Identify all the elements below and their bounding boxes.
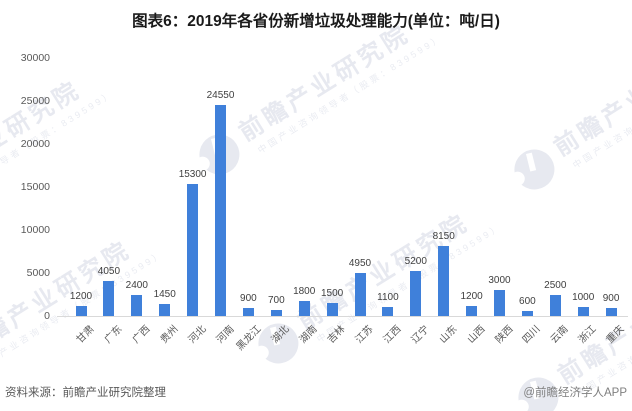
x-axis-tick-label: 甘肃 [74,323,97,346]
x-axis-tick-label: 黑龙江 [235,323,264,353]
x-axis-tick-label: 江苏 [353,323,376,346]
x-axis-tick-label: 贵州 [158,323,181,346]
bar-云南 [549,294,561,316]
bar-甘肃 [75,305,87,316]
bar-value-label: 3000 [488,275,511,287]
x-axis-tick-label: 湖北 [269,323,292,346]
bar-四川 [521,310,533,316]
bar-value-label: 2500 [544,279,567,291]
x-axis-tick-label: 浙江 [576,323,599,346]
x-axis-tick-label: 辽宁 [409,323,432,346]
bar-value-label: 1800 [293,285,316,297]
x-axis-tick-label: 湖南 [297,323,320,346]
bar-辽宁 [410,271,422,316]
bar-湖南 [298,300,310,316]
bar-value-label: 700 [267,294,285,306]
x-axis-tick-label: 吉林 [325,323,348,346]
y-axis-tick-label: 5000 [26,267,50,279]
bar-吉林 [326,303,338,316]
bar-山东 [438,245,450,316]
bar-江苏 [354,273,366,316]
bar-value-label: 24550 [206,89,235,101]
bar-山西 [466,305,478,316]
bar-value-label: 1200 [460,290,483,302]
x-axis-tick-label: 河北 [186,323,209,346]
y-axis-tick-label: 0 [44,310,50,322]
x-axis-tick-label: 云南 [548,323,571,346]
bar-value-label: 5200 [404,256,427,268]
x-axis-tick-label: 四川 [521,323,543,346]
x-axis-tick-label: 广西 [130,323,153,346]
x-axis-tick-label: 重庆 [604,323,627,346]
chart-title: 图表6：2019年各省份新增垃圾处理能力(单位：吨/日) [132,13,500,30]
bar-贵州 [159,303,171,316]
bar-value-label: 1100 [377,291,399,303]
source-note: 资料来源：前瞻产业研究院整理 [5,387,166,399]
bar-value-label: 1500 [320,288,344,300]
bar-value-label: 15300 [178,169,207,181]
bar-value-label: 2400 [125,280,148,292]
y-axis-tick-label: 25000 [20,95,50,107]
x-axis-tick-label: 陕西 [493,323,516,346]
x-axis-tick-label: 广东 [102,323,125,346]
bar-黑龙江 [242,308,254,316]
bar-河南 [215,104,226,316]
y-axis-tick-label: 30000 [20,52,50,64]
bar-value-label: 900 [602,293,620,305]
bar-value-label: 1000 [572,292,595,304]
x-axis-tick-label: 山东 [437,323,460,346]
bar-江西 [382,306,394,316]
bar-value-label: 900 [240,293,257,305]
bar-重庆 [605,308,617,316]
y-axis-tick-label: 15000 [20,181,50,193]
x-axis-line [57,316,628,317]
bar-广东 [103,281,115,316]
bar-value-label: 1200 [69,290,93,302]
bar-value-label: 600 [519,295,536,307]
bar-湖北 [270,309,282,316]
bar-value-label: 4950 [348,258,372,270]
bar-value-label: 8150 [432,230,455,242]
bar-浙江 [577,307,589,316]
y-axis-tick-label: 10000 [20,224,50,236]
credit-note: @前瞻经济学人APP [523,387,627,399]
x-axis-tick-label: 江西 [381,323,404,346]
x-axis-tick-label: 山西 [465,323,488,346]
bar-广西 [131,295,143,316]
bar-陕西 [494,290,505,316]
y-axis-tick-label: 20000 [20,138,50,150]
bar-value-label: 1450 [153,288,176,300]
bar-河北 [187,184,199,316]
bar-value-label: 4050 [97,266,121,278]
